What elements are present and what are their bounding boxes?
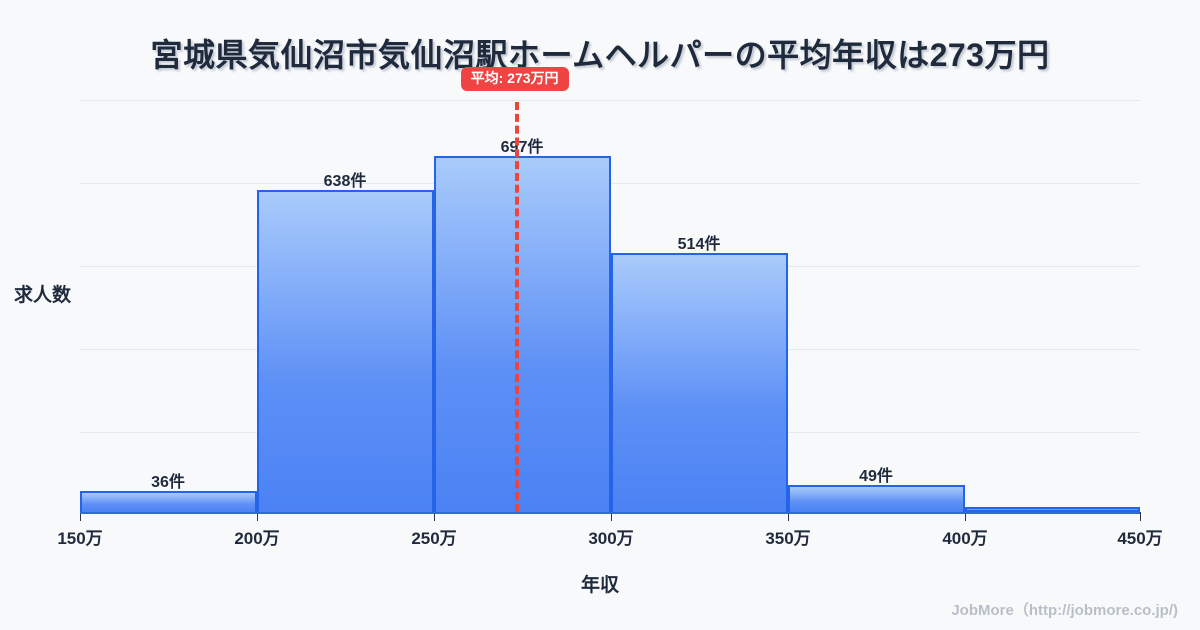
bar[interactable] <box>434 156 611 512</box>
x-axis-tick-label: 200万 <box>234 529 280 548</box>
y-axis-title: 求人数 <box>14 285 72 306</box>
gridline <box>80 100 1140 101</box>
x-axis-tick-label: 250万 <box>411 529 457 548</box>
x-axis-tick <box>965 512 966 521</box>
x-axis-tick <box>257 512 258 521</box>
x-axis-tick-label: 450万 <box>1117 529 1163 548</box>
x-axis-title: 年収 <box>580 575 619 596</box>
bar-value-label: 49件 <box>859 468 893 485</box>
x-axis-tick-label: 300万 <box>588 529 634 548</box>
bar[interactable] <box>965 507 1140 512</box>
x-axis-tick <box>788 512 789 521</box>
x-axis-tick-label: 150万 <box>57 529 103 548</box>
bar-value-label: 638件 <box>323 173 367 190</box>
bar[interactable] <box>257 190 434 512</box>
x-axis-tick-label: 400万 <box>942 529 988 548</box>
bar-value-label: 36件 <box>151 474 185 491</box>
page-title: 宮城県気仙沼市気仙沼駅ホームヘルパーの平均年収は273万円 <box>150 37 1050 73</box>
plot-area: 36件 638件 697件 514件 49件 150万 200万 250万 300万 350万 4… <box>57 67 1163 548</box>
bar[interactable] <box>611 253 788 512</box>
bar[interactable] <box>80 491 257 512</box>
x-axis-tick <box>1140 512 1141 521</box>
bar-value-label: 697件 <box>500 139 544 156</box>
x-axis-tick <box>80 512 81 521</box>
x-axis-line <box>80 512 1140 514</box>
x-axis-tick-label: 350万 <box>765 529 811 548</box>
bar-value-label: 514件 <box>677 236 721 253</box>
bar[interactable] <box>788 485 965 512</box>
x-axis-tick <box>434 512 435 521</box>
average-line <box>514 102 519 512</box>
average-badge: 平均: 273万円 <box>460 67 569 92</box>
x-axis-tick <box>611 512 612 521</box>
watermark: JobMore（http://jobmore.co.jp/) <box>951 602 1178 619</box>
